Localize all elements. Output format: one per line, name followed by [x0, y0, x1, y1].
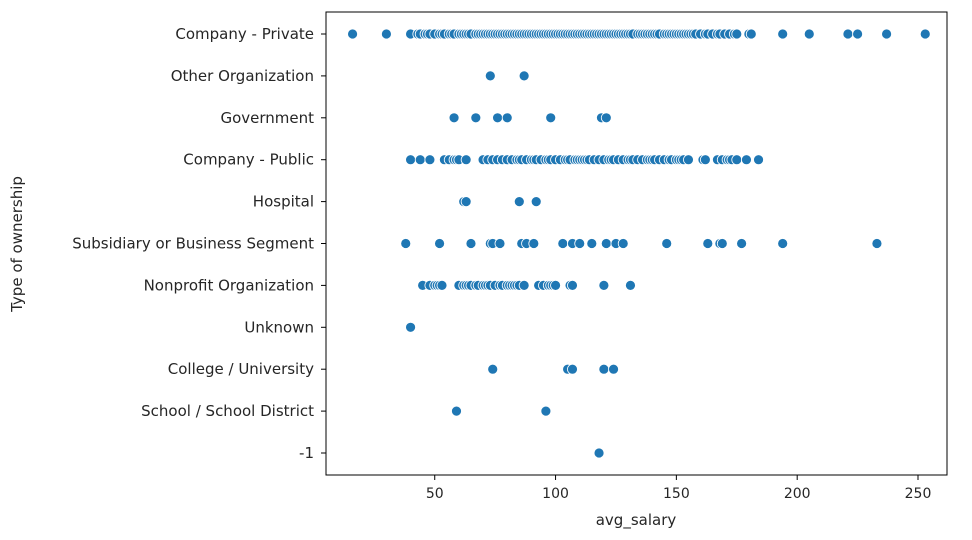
data-point: [617, 238, 629, 249]
y-tick-label: Company - Public: [183, 151, 314, 169]
y-tick-label: College / University: [168, 360, 314, 378]
data-point: [731, 28, 743, 40]
x-axis-label: avg_salary: [596, 511, 677, 530]
data-point: [400, 238, 412, 249]
data-point: [530, 196, 542, 208]
data-point: [424, 154, 436, 166]
plot-area-frame: [325, 11, 948, 476]
data-point: [574, 238, 586, 249]
y-tick-label: Government: [220, 109, 314, 127]
data-point: [545, 112, 557, 124]
data-point: [731, 154, 743, 166]
data-point: [777, 28, 789, 40]
data-point: [405, 154, 416, 166]
data-point: [625, 279, 636, 291]
data-point: [540, 405, 552, 417]
y-tick-label: Other Organization: [171, 67, 314, 85]
data-point: [405, 321, 416, 333]
data-point: [702, 238, 714, 249]
y-tick-label: School / School District: [141, 402, 314, 420]
y-tick-label: Subsidiary or Business Segment: [72, 235, 314, 253]
data-point: [434, 238, 445, 249]
data-point: [600, 112, 612, 124]
data-point: [661, 238, 673, 249]
data-point: [501, 112, 513, 124]
data-point: [683, 154, 694, 166]
data-point: [852, 28, 863, 40]
y-axis-label: Type of ownership: [8, 176, 26, 313]
data-point: [448, 112, 460, 124]
data-points: [347, 28, 931, 459]
data-point: [842, 28, 854, 40]
data-point: [741, 154, 752, 166]
y-axis-ticks: Company - Private Other Organization Gover…: [72, 25, 326, 462]
y-tick-label: -1: [299, 444, 314, 462]
data-point: [347, 28, 358, 40]
data-point: [518, 279, 530, 291]
data-point: [753, 154, 764, 166]
data-point: [513, 196, 525, 208]
data-point: [736, 238, 748, 249]
data-point: [528, 238, 540, 249]
data-point: [460, 154, 472, 166]
data-point: [586, 238, 598, 249]
data-point: [600, 238, 612, 249]
x-tick-label: 150: [663, 486, 690, 502]
data-point: [436, 279, 448, 291]
data-point: [716, 238, 728, 249]
data-point: [460, 196, 472, 208]
data-point: [550, 279, 561, 291]
data-point: [598, 363, 610, 375]
y-tick-label: Hospital: [253, 193, 314, 211]
x-tick-label: 200: [784, 486, 811, 502]
data-point: [492, 112, 503, 124]
data-point: [487, 363, 499, 375]
data-point: [381, 28, 392, 40]
data-point: [451, 405, 462, 417]
x-axis-ticks: 50 100 150 200 250: [426, 475, 932, 502]
data-point: [465, 238, 477, 249]
data-point: [484, 70, 496, 82]
data-point: [593, 447, 605, 459]
data-point: [518, 70, 530, 82]
y-tick-label: Company - Private: [175, 25, 314, 43]
data-point: [598, 279, 610, 291]
data-point: [871, 238, 883, 249]
data-point: [567, 279, 578, 291]
x-tick-label: 100: [542, 486, 569, 502]
data-point: [608, 363, 619, 375]
data-point: [919, 28, 931, 40]
data-point: [470, 112, 482, 124]
data-point: [557, 238, 569, 249]
data-point: [699, 154, 711, 166]
x-tick-label: 250: [905, 486, 932, 502]
data-point: [745, 28, 757, 40]
data-point: [777, 238, 789, 249]
data-point: [414, 154, 426, 166]
data-point: [494, 238, 506, 249]
data-point: [881, 28, 892, 40]
data-point: [567, 363, 578, 375]
y-tick-label: Unknown: [244, 318, 314, 336]
y-tick-label: Nonprofit Organization: [144, 276, 314, 294]
data-point: [803, 28, 815, 40]
x-tick-label: 50: [426, 486, 444, 502]
